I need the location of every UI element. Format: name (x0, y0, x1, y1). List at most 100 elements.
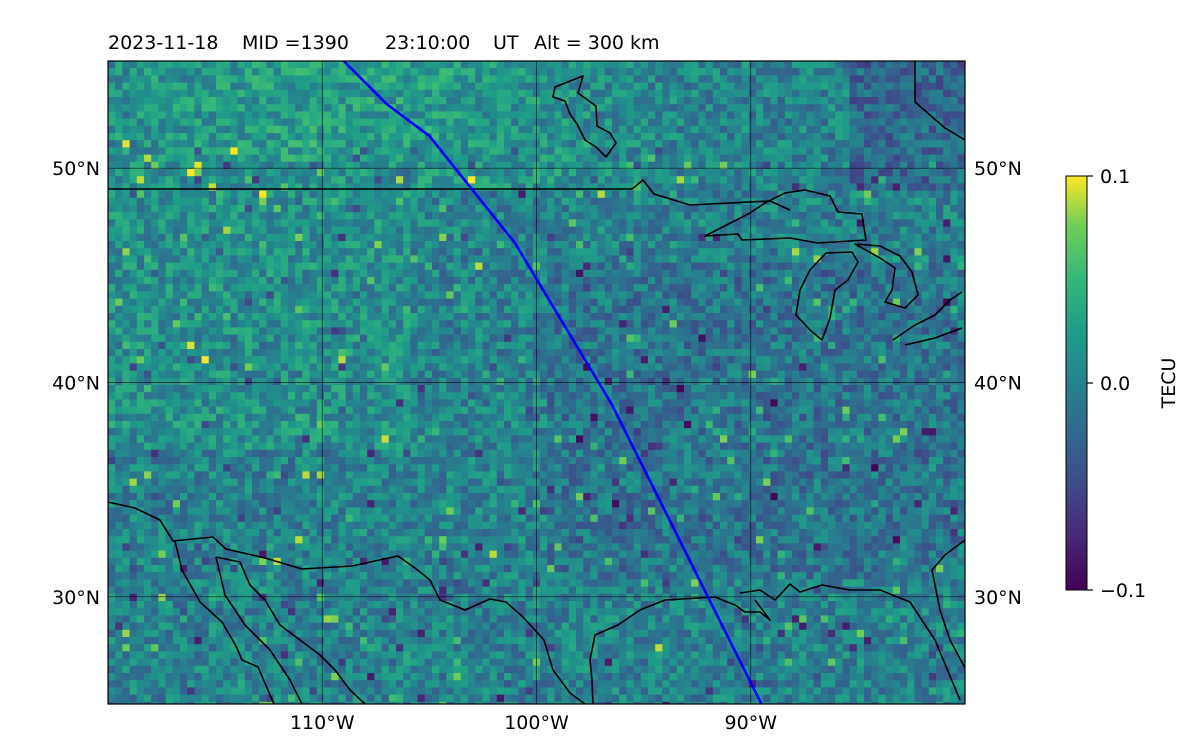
heatmap-cell (151, 241, 159, 249)
heatmap-cell (576, 133, 584, 141)
heatmap-cell (856, 327, 865, 335)
heatmap-cell (446, 341, 454, 350)
heatmap-cell (345, 133, 354, 141)
heatmap-cell (684, 269, 692, 278)
heatmap-cell (763, 269, 771, 278)
heatmap-cell (511, 169, 519, 177)
heatmap-cell (475, 241, 483, 249)
heatmap-cell (439, 118, 447, 127)
heatmap-cell (792, 349, 800, 357)
heatmap-cell (367, 147, 375, 155)
heatmap-cell (237, 176, 246, 184)
heatmap-cell (309, 140, 318, 148)
heatmap-cell (698, 68, 706, 76)
heatmap-cell (525, 291, 534, 299)
heatmap-cell (604, 226, 613, 235)
heatmap-cell (640, 89, 649, 98)
heatmap-cell (187, 140, 195, 148)
heatmap-cell (864, 75, 872, 83)
heatmap-cell (900, 75, 908, 83)
heatmap-cell (244, 356, 253, 364)
heatmap-cell (374, 356, 382, 364)
heatmap-cell (460, 349, 469, 357)
heatmap-cell (568, 205, 577, 213)
heatmap-cell (626, 341, 634, 350)
heatmap-cell (338, 226, 346, 235)
heatmap-cell (410, 233, 418, 242)
heatmap-cell (540, 233, 548, 242)
heatmap-cell (568, 82, 577, 91)
heatmap-cell (489, 68, 498, 76)
heatmap-cell (900, 226, 908, 235)
heatmap-cell (504, 219, 512, 227)
heatmap-cell (136, 118, 145, 127)
heatmap-cell (432, 169, 440, 177)
heatmap-cell (468, 219, 476, 227)
heatmap-cell (208, 291, 217, 299)
heatmap-cell (439, 161, 447, 170)
heatmap-cell (604, 356, 613, 364)
heatmap-cell (374, 140, 382, 148)
heatmap-cell (928, 97, 937, 105)
heatmap-cell (525, 197, 534, 206)
heatmap-cell (504, 313, 512, 321)
heatmap-cell (518, 226, 526, 235)
heatmap-cell (216, 183, 224, 191)
heatmap-cell (309, 118, 318, 127)
heatmap-cell (525, 248, 534, 256)
heatmap-cell (266, 219, 274, 227)
heatmap-cell (691, 118, 699, 127)
heatmap-cell (547, 97, 555, 105)
heatmap-cell (475, 147, 483, 155)
heatmap-cell (892, 169, 901, 177)
heatmap-cell (792, 341, 800, 350)
heatmap-cell (583, 176, 591, 184)
heatmap-cell (525, 284, 534, 292)
heatmap-cell (151, 125, 159, 134)
heatmap-cell (849, 147, 858, 155)
heatmap-cell (144, 284, 152, 292)
heatmap-cell (367, 219, 375, 227)
heatmap-cell (849, 341, 858, 350)
heatmap-cell (252, 68, 260, 76)
heatmap-cell (640, 183, 649, 191)
heatmap-cell (216, 212, 224, 220)
heatmap-cell (842, 61, 850, 69)
heatmap-cell (554, 140, 562, 148)
heatmap-cell (554, 89, 562, 98)
heatmap-cell (763, 298, 771, 307)
heatmap-cell (943, 305, 951, 314)
heatmap-cell (489, 147, 498, 155)
heatmap-cell (273, 176, 282, 184)
heatmap-cell (835, 313, 843, 321)
heatmap-cell (842, 205, 850, 213)
heatmap-cell (597, 140, 606, 148)
heatmap-cell (136, 89, 145, 98)
heatmap-cell (273, 269, 282, 278)
heatmap-cell (216, 61, 224, 69)
heatmap-cell (612, 97, 620, 105)
heatmap-cell (194, 277, 202, 285)
heatmap-cell (856, 140, 865, 148)
heatmap-cell (453, 320, 462, 328)
heatmap-cell (698, 97, 706, 105)
heatmap-cell (568, 313, 577, 321)
heatmap-cell (360, 197, 368, 206)
heatmap-cell (943, 190, 951, 199)
heatmap-cell (396, 233, 404, 242)
heatmap-cell (525, 61, 534, 69)
heatmap-cell (504, 298, 512, 307)
heatmap-cell (820, 133, 829, 141)
heatmap-cell (928, 140, 937, 148)
heatmap-cell (770, 190, 778, 199)
heatmap-cell (799, 169, 807, 177)
heatmap-cell (626, 313, 634, 321)
heatmap-cell (907, 291, 915, 299)
heatmap-cell (892, 241, 901, 249)
heatmap-cell (885, 205, 894, 213)
heatmap-cell (691, 320, 699, 328)
heatmap-cell (403, 197, 411, 206)
heatmap-cell (367, 313, 375, 321)
heatmap-cell (504, 97, 512, 105)
heatmap-cell (835, 125, 843, 134)
